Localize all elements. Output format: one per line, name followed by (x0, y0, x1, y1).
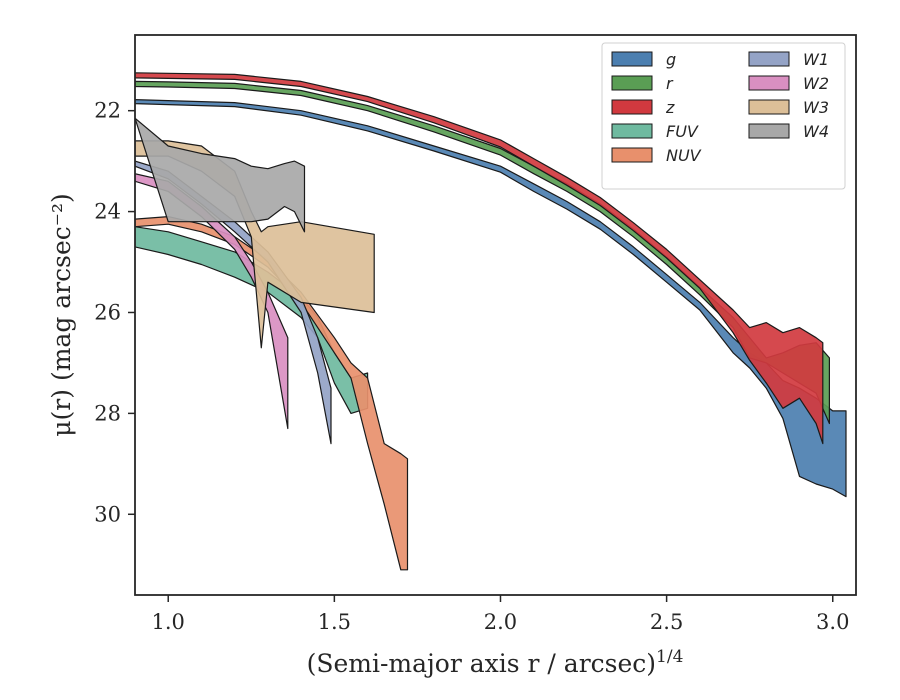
legend-swatch-w3 (748, 99, 790, 115)
legend-swatch-z (611, 99, 653, 115)
x-tick-label: 3.0 (816, 610, 849, 634)
x-tick-label: 1.5 (318, 610, 351, 634)
legend-label-w3: W3 (803, 98, 829, 117)
x-axis-label-exponent: 1/4 (656, 647, 683, 667)
y-tick-label: 30 (94, 502, 121, 526)
x-axis-label-text: (Semi-major axis r / arcsec) (307, 649, 656, 678)
legend-swatch-r (611, 75, 653, 91)
y-tick-label: 24 (94, 200, 121, 224)
band-g (135, 98, 847, 498)
x-tick-label: 2.5 (650, 610, 683, 634)
legend: grz FUV NUV W1 W2 W3 W4 (601, 42, 846, 190)
x-axis: 1.0 1.5 2.0 2.5 3.0 (152, 595, 849, 634)
legend-label-fuv: FUV (666, 122, 699, 141)
band-w4 (135, 117, 306, 233)
legend-label-w4: W4 (803, 122, 829, 141)
legend-label-w1: W1 (803, 50, 829, 69)
profile-bands (135, 72, 847, 571)
legend-label-z: z (665, 98, 675, 117)
plot-frame (134, 34, 857, 596)
legend-label-g: g (666, 50, 676, 69)
x-axis-label: (Semi-major axis r / arcsec)1/4 (307, 647, 684, 678)
legend-swatch-w4 (748, 123, 790, 139)
y-tick-label: 26 (94, 300, 121, 324)
y-axis: 22 24 26 28 30 (94, 99, 135, 526)
legend-swatch-fuv (611, 123, 653, 139)
legend-label-w2: W2 (803, 74, 829, 93)
legend-label-r: r (666, 74, 674, 93)
legend-swatch-nuv (611, 147, 653, 163)
y-tick-label: 28 (94, 401, 121, 425)
x-tick-label: 2.0 (484, 610, 517, 634)
legend-label-nuv: NUV (666, 146, 702, 165)
legend-swatch-w1 (748, 51, 790, 67)
y-axis-label: μ(r) (mag arcsec⁻²) (47, 193, 76, 436)
band-z (135, 72, 824, 445)
x-tick-label: 1.0 (152, 610, 185, 634)
legend-swatch-g (611, 51, 653, 67)
legend-swatch-w2 (748, 75, 790, 91)
y-tick-label: 22 (94, 99, 121, 123)
